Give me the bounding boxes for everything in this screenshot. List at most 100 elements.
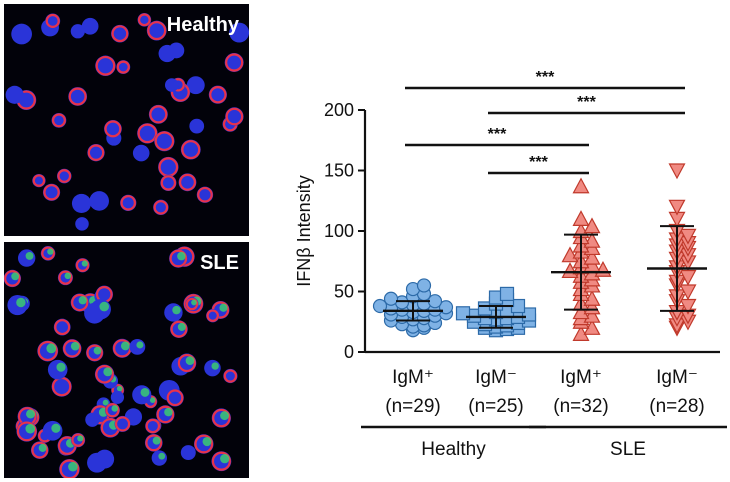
cell-green-signal — [25, 251, 34, 260]
data-point — [583, 289, 601, 306]
cell-green-signal — [64, 272, 72, 280]
data-point — [668, 163, 686, 180]
cell-body — [158, 44, 176, 63]
healthy-panel-label: Healthy — [166, 14, 239, 36]
cell — [57, 270, 73, 286]
cell — [111, 24, 129, 43]
cell-green-signal — [158, 452, 166, 460]
cell-rim — [4, 270, 21, 287]
cell-rim — [145, 418, 161, 434]
y-tick-label: 200 — [324, 100, 354, 120]
cell-rim — [209, 86, 227, 104]
cell — [158, 156, 179, 178]
cell-rim — [194, 434, 214, 454]
significance-label: *** — [577, 94, 596, 111]
cell-body — [89, 191, 109, 211]
cell-body — [81, 17, 99, 35]
cell — [116, 60, 131, 75]
cell-green-signal — [25, 423, 36, 434]
cell — [178, 173, 197, 192]
cell-rim — [105, 403, 120, 418]
cell-rim — [51, 113, 66, 128]
cell — [177, 353, 197, 373]
data-points — [372, 163, 697, 341]
data-point — [668, 199, 686, 216]
cell-green-signal — [93, 346, 102, 355]
y-tick-label: 150 — [324, 161, 354, 181]
cell — [112, 338, 132, 358]
cell-rim — [111, 25, 129, 43]
cell — [180, 445, 196, 461]
cell — [189, 118, 205, 134]
cell-body — [166, 389, 184, 407]
cell-green-signal — [103, 367, 113, 377]
cell-green-signal — [70, 341, 80, 351]
cell-rim — [137, 123, 158, 144]
cell-body — [11, 23, 32, 45]
cell-body — [154, 130, 175, 152]
cell — [156, 405, 175, 424]
cell-rim — [71, 293, 89, 312]
cell — [70, 432, 86, 448]
cell-rim — [120, 195, 136, 211]
cell — [145, 418, 161, 434]
cell-green-signal — [11, 272, 20, 281]
cell-green-signal — [177, 322, 186, 331]
cell — [42, 420, 63, 441]
cell — [104, 402, 120, 418]
cell-green-signal — [68, 461, 78, 472]
cell — [164, 303, 183, 322]
cell — [110, 390, 125, 404]
cell — [47, 359, 68, 380]
cell-rim — [71, 433, 85, 447]
cell-body — [146, 20, 167, 41]
cell-rim — [41, 246, 55, 261]
cell-rim — [145, 434, 163, 452]
cell-green-signal — [202, 436, 212, 447]
data-point — [572, 177, 590, 194]
cell-body — [180, 445, 196, 461]
cell-rim — [87, 144, 105, 161]
cell-green-signal — [140, 387, 150, 397]
cell-rim — [68, 87, 87, 106]
group-label: Healthy — [421, 439, 486, 460]
cell-rim — [183, 294, 204, 314]
cell-rim — [156, 405, 175, 424]
cell-rim — [57, 169, 72, 183]
x-tick-sample-size: (n=29) — [385, 396, 440, 417]
data-point — [499, 286, 515, 302]
cell-body — [189, 118, 205, 134]
data-point — [572, 303, 590, 320]
cell-green-signal — [102, 399, 109, 406]
ifnb-scatter-chart: 0 50 100 150 200 IFNβ Intensity *** *** ****** … — [294, 69, 727, 460]
cell — [132, 385, 152, 405]
cell — [211, 408, 231, 428]
cell — [95, 55, 116, 77]
cell-rim — [166, 389, 184, 407]
cell — [208, 85, 227, 104]
cell-rim — [170, 320, 188, 338]
cell — [137, 123, 158, 144]
cell-rim — [45, 13, 60, 29]
cell-body — [111, 24, 129, 43]
cell-rim — [225, 53, 244, 72]
cell-green-signal — [78, 296, 87, 305]
cell-green-signal — [38, 443, 47, 452]
cell — [32, 173, 46, 188]
cell-rim — [160, 175, 177, 191]
y-tick-label: 50 — [334, 282, 354, 302]
cell — [70, 24, 85, 39]
cell-rim — [32, 174, 46, 187]
cell — [144, 433, 163, 452]
cell-body — [51, 376, 72, 397]
cell-rim — [114, 416, 131, 432]
healthy-cells-image — [5, 13, 249, 231]
cell — [158, 44, 176, 63]
cell-body — [137, 123, 158, 144]
cell — [5, 85, 24, 104]
cell-rim — [225, 107, 244, 126]
cell — [224, 53, 244, 73]
x-axis-labels: IgM⁺ (n=29) IgM⁻ (n=25) IgM⁺ (n=32) IgM⁻ (n=28)… — [361, 367, 727, 460]
significance-label: *** — [536, 69, 555, 86]
cell — [129, 338, 146, 355]
